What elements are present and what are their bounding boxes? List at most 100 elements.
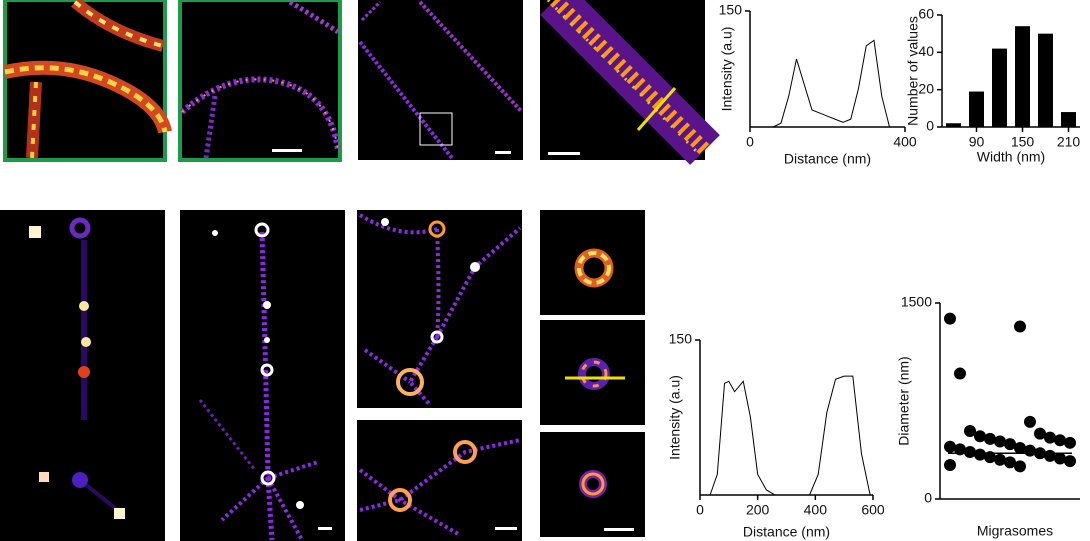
micrograph-detail — [78, 366, 90, 378]
micrograph-detail — [577, 251, 611, 285]
micrograph-detail — [254, 222, 270, 238]
micrograph-detail — [540, 432, 645, 537]
micrograph-detail — [69, 217, 91, 239]
y-tick-label: 1500 — [901, 294, 932, 310]
micrograph-detail — [419, 112, 453, 146]
micrograph-detail — [495, 527, 517, 530]
y-tick-label: 150 — [669, 331, 693, 347]
micrograph-detail — [636, 87, 677, 131]
micrograph-detail — [39, 472, 49, 482]
micrograph-detail — [548, 152, 580, 155]
data-point — [964, 445, 976, 458]
micrograph-detail — [260, 470, 276, 486]
profile-line — [709, 375, 871, 496]
histogram-bar — [1061, 112, 1076, 127]
micrograph-detail — [181, 78, 339, 151]
data-point — [1054, 452, 1066, 465]
micrograph-detail — [220, 460, 319, 541]
x-tick-label: 400 — [893, 134, 917, 150]
micrograph-detail — [357, 420, 522, 541]
y-tick-label: 60 — [918, 6, 934, 22]
micrograph-detail — [198, 399, 257, 471]
micrograph-detail — [29, 226, 41, 238]
x-tick-label: 150 — [1011, 134, 1035, 150]
micrograph-detail — [430, 330, 444, 344]
data-point — [1044, 449, 1056, 462]
data-point — [984, 432, 996, 445]
y-tick-label: 0 — [926, 118, 934, 134]
histogram-bar — [946, 123, 961, 127]
micrograph-detail — [540, 210, 645, 315]
y-tick-label: 150 — [719, 2, 743, 18]
data-point — [944, 459, 956, 472]
micrograph-detail — [381, 218, 389, 226]
micrograph-detail — [72, 472, 88, 488]
x-axis-label: Width (nm) — [977, 149, 1045, 165]
data-point — [1034, 427, 1046, 440]
y-axis-label: Diameter (nm) — [896, 356, 912, 445]
data-point — [1034, 447, 1046, 460]
x-tick-label: 0 — [746, 134, 754, 150]
data-point — [1024, 444, 1036, 457]
micrograph-detail — [453, 440, 477, 464]
x-axis-label: Distance (nm) — [743, 524, 830, 540]
micrograph-detail — [78, 478, 122, 514]
y-tick-label: 0 — [924, 490, 932, 506]
y-axis-label: Intensity (a.u) — [667, 375, 683, 460]
data-point — [1064, 436, 1076, 449]
micrograph-detail — [26, 81, 42, 159]
micrograph-detail — [203, 95, 218, 159]
micrograph-detail — [540, 320, 645, 425]
x-tick-label: Migrasomes — [977, 523, 1053, 539]
y-tick-label: 20 — [918, 80, 934, 96]
micrograph-detail — [540, 0, 720, 165]
micrograph-detail — [360, 0, 382, 22]
micrograph-detail — [272, 149, 302, 152]
micrograph-detail — [73, 0, 164, 48]
micrograph-detail — [180, 210, 345, 541]
histogram-bar — [1038, 33, 1053, 127]
micrograph-detail — [604, 528, 634, 531]
micrograph-detail — [264, 337, 270, 343]
data-point — [1064, 455, 1076, 468]
x-tick-label: 210 — [1057, 134, 1081, 150]
micrograph-detail — [388, 488, 412, 512]
data-point — [1044, 431, 1056, 444]
micrograph-detail — [428, 220, 446, 238]
data-point — [1004, 438, 1016, 451]
micrograph-detail — [396, 368, 424, 396]
x-tick-label: 200 — [746, 502, 770, 518]
data-point — [954, 443, 966, 456]
micrograph-detail — [81, 337, 91, 347]
micrograph-detail — [296, 501, 304, 509]
histogram-bar — [992, 48, 1007, 127]
micrograph-detail — [495, 151, 511, 154]
micrograph-detail — [358, 213, 522, 407]
histogram-bar — [1015, 26, 1030, 128]
data-point — [954, 367, 966, 380]
data-point — [944, 312, 956, 325]
x-tick-label: 90 — [969, 134, 985, 150]
data-point — [1054, 434, 1066, 447]
micrograph-detail — [79, 301, 89, 311]
x-tick-label: 600 — [861, 502, 885, 518]
micrographs — [0, 0, 720, 541]
micrograph-detail — [263, 301, 271, 309]
micrograph-detail — [581, 472, 605, 496]
histogram-bar — [969, 91, 984, 127]
micrograph-detail — [318, 527, 332, 530]
data-point — [994, 435, 1006, 448]
data-point — [944, 440, 956, 453]
micrograph-detail — [418, 0, 524, 114]
data-point — [974, 430, 986, 443]
x-tick-label: 400 — [804, 502, 828, 518]
data-point — [1004, 456, 1016, 469]
data-point — [1014, 442, 1026, 455]
micrograph-detail — [4, 65, 168, 133]
data-point — [1014, 320, 1026, 333]
y-axis-label: Intensity (a.u) — [719, 27, 735, 112]
micrograph-detail — [114, 508, 125, 519]
